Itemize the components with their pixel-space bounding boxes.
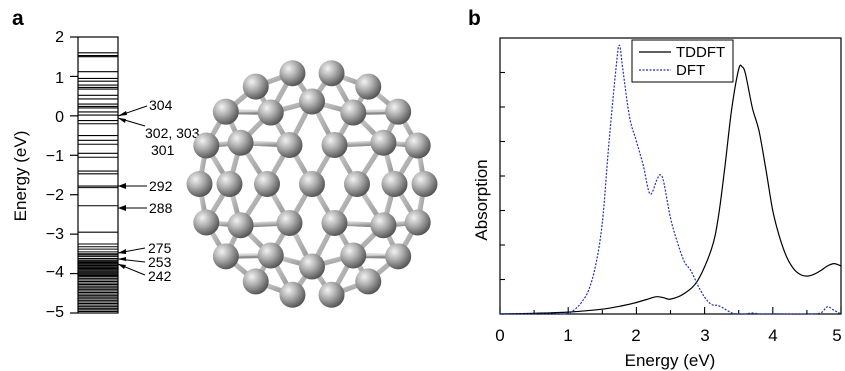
- cluster-atom: [318, 281, 345, 308]
- cluster-atom: [193, 132, 220, 159]
- cluster-atom: [299, 88, 325, 115]
- annotation-242: 242: [148, 268, 172, 284]
- energy-ticks: 2 1 0 −1 −2 −3 −4 −5: [46, 29, 78, 321]
- cluster-atom: [344, 171, 370, 197]
- panel-b: b Absorption 0 1 2 3 4 5 Energy (eV) TDD…: [468, 7, 842, 370]
- energy-tick-minus-5: −5: [46, 304, 64, 321]
- cluster-atom: [254, 171, 280, 197]
- absorption-series: [499, 44, 842, 315]
- cluster-atom: [257, 242, 284, 269]
- arrowhead-292: [118, 183, 126, 189]
- cluster-atom: [216, 171, 243, 197]
- x-tick-label-5: 5: [832, 326, 841, 345]
- cluster-atom: [299, 253, 325, 280]
- cluster-atom: [321, 132, 348, 159]
- nanocluster-image: [186, 60, 438, 308]
- arrowhead-304: [118, 111, 127, 116]
- energy-tick-2: 2: [55, 29, 64, 46]
- cluster-atom: [257, 99, 284, 126]
- cluster-atom: [242, 268, 269, 295]
- cluster-atom: [279, 60, 306, 87]
- arrowhead-302-303: [118, 118, 126, 123]
- cluster-atom: [404, 132, 431, 159]
- x-tick-label-2: 2: [631, 326, 640, 345]
- panel-a-label: a: [12, 7, 24, 30]
- cluster-atom: [385, 243, 412, 270]
- cluster-atom: [212, 243, 239, 270]
- y-tick-marks: [500, 71, 505, 281]
- cluster-atom: [340, 99, 367, 126]
- annotation-288: 288: [149, 200, 173, 216]
- cluster-atom: [321, 209, 348, 236]
- cluster-atom: [227, 129, 254, 156]
- cluster-atom: [355, 73, 382, 100]
- cluster-atom: [370, 129, 397, 156]
- legend-label-tddft: TDDFT: [676, 44, 725, 61]
- cluster-atom: [381, 171, 408, 197]
- cluster-atom: [340, 242, 367, 269]
- x-tick-marks: [499, 307, 842, 314]
- legend-box: [631, 39, 734, 83]
- annotation-302-303: 302, 303: [145, 125, 200, 141]
- energy-axis-label: Energy (eV): [11, 131, 30, 222]
- energy-tick-minus-2: −2: [46, 187, 64, 204]
- annotation-301: 301: [151, 142, 175, 158]
- legend-label-dft: DFT: [676, 62, 705, 79]
- cluster-atom: [276, 209, 303, 236]
- cluster-atom: [242, 73, 269, 100]
- x-tick-label-4: 4: [768, 326, 777, 345]
- energy-tick-0: 0: [55, 109, 64, 126]
- annotation-275: 275: [148, 240, 172, 256]
- x-tick-label-3: 3: [700, 326, 709, 345]
- annotation-304: 304: [149, 97, 173, 113]
- cluster-atom: [212, 98, 239, 125]
- legend: TDDFT DFT: [631, 39, 734, 83]
- energy-levels: [78, 52, 118, 314]
- panel-a: a Energy (eV) 2 1 0 −1 −2 −3 −4 −5 304 3…: [11, 7, 438, 321]
- cluster-atom: [227, 212, 254, 239]
- x-tick-label-1: 1: [563, 326, 572, 345]
- cluster-atom: [404, 209, 431, 236]
- cluster-atoms: [186, 60, 438, 308]
- cluster-atom: [370, 212, 397, 239]
- energy-tick-1: 1: [55, 70, 64, 87]
- energy-tick-minus-3: −3: [46, 226, 64, 243]
- level-annotations: 304 302, 303 301 292 288 275 253 242: [117, 97, 200, 284]
- x-tick-labels: 0 1 2 3 4 5: [495, 326, 841, 345]
- annotation-292: 292: [149, 178, 173, 194]
- arrowhead-288: [118, 205, 126, 211]
- cluster-atom: [276, 132, 303, 159]
- cluster-atom: [299, 171, 325, 197]
- arrowhead-253: [118, 257, 126, 261]
- arrowhead-242: [118, 264, 126, 269]
- cluster-atom: [355, 268, 382, 295]
- series-line-dft: [499, 44, 842, 315]
- cluster-atom: [186, 171, 213, 197]
- cluster-atom: [318, 60, 345, 87]
- cluster-atom: [385, 98, 412, 125]
- series-line-tddft: [499, 64, 842, 315]
- cluster-atom: [411, 171, 438, 197]
- energy-tick-minus-1: −1: [46, 148, 64, 165]
- x-tick-label-0: 0: [495, 326, 504, 345]
- cluster-atom: [193, 209, 220, 236]
- panel-b-label: b: [468, 7, 481, 30]
- x-axis-label: Energy (eV): [625, 351, 716, 370]
- arrowhead-275: [118, 249, 126, 254]
- energy-tick-minus-4: −4: [46, 264, 64, 281]
- absorption-axis-label: Absorption: [472, 159, 491, 240]
- cluster-atom: [279, 281, 306, 308]
- annotation-253: 253: [148, 254, 172, 270]
